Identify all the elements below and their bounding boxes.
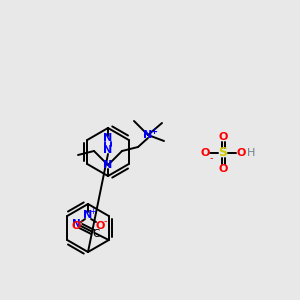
Text: H: H bbox=[247, 148, 255, 158]
Text: N: N bbox=[83, 210, 93, 220]
Text: N: N bbox=[103, 133, 112, 143]
Text: O: O bbox=[218, 164, 228, 174]
Text: +: + bbox=[90, 206, 96, 215]
Text: O: O bbox=[71, 221, 81, 231]
Text: S: S bbox=[218, 146, 227, 160]
Text: O: O bbox=[95, 221, 105, 231]
Text: -: - bbox=[103, 216, 107, 226]
Text: N: N bbox=[143, 130, 153, 140]
Text: -: - bbox=[79, 216, 83, 226]
Text: N: N bbox=[103, 160, 112, 170]
Text: O: O bbox=[200, 148, 210, 158]
Text: C: C bbox=[92, 229, 100, 239]
Text: +: + bbox=[151, 128, 158, 136]
Text: N: N bbox=[103, 145, 112, 155]
Text: -: - bbox=[209, 153, 213, 163]
Text: O: O bbox=[236, 148, 246, 158]
Text: O: O bbox=[218, 132, 228, 142]
Text: N: N bbox=[72, 219, 81, 229]
